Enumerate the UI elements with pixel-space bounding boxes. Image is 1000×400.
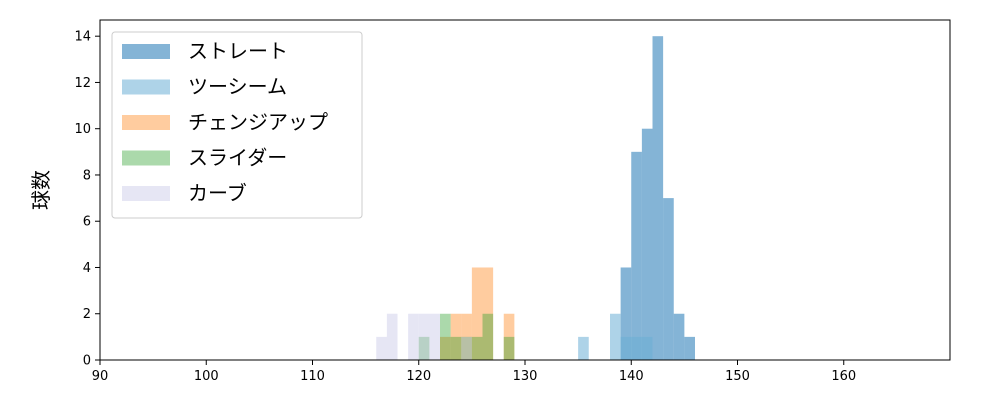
histogram-bar: [386, 313, 398, 360]
histogram-bar: [408, 313, 419, 360]
histogram-bar: [471, 267, 483, 360]
histogram-bar: [482, 313, 494, 360]
legend-label: スライダー: [188, 146, 287, 170]
x-tick-label: 120: [406, 369, 431, 384]
x-tick-label: 90: [92, 369, 109, 384]
y-tick-label: 4: [83, 261, 91, 276]
histogram-bar: [663, 198, 674, 360]
histogram-bar: [641, 336, 653, 360]
legend-label: カーブ: [188, 181, 247, 205]
series-3: [440, 267, 515, 360]
y-tick-label: 10: [74, 122, 91, 137]
histogram-bar: [418, 336, 430, 360]
y-tick-label: 8: [83, 168, 91, 183]
legend-swatch: [122, 150, 170, 166]
y-tick-label: 14: [74, 30, 91, 45]
y-axis: 0 2 4 6 8 10 12 14: [74, 30, 100, 369]
histogram-bar: [503, 336, 515, 360]
histogram-bar: [503, 313, 515, 360]
histogram-bar: [418, 313, 430, 360]
histogram-bar: [450, 336, 462, 360]
x-axis: 90 100 110 120 130 140 150 160: [92, 360, 856, 384]
histogram-bar: [673, 313, 685, 360]
histogram-bar: [610, 313, 621, 360]
histogram-bar: [482, 267, 494, 360]
histogram-bar: [450, 313, 462, 360]
y-tick-label: 12: [74, 76, 91, 91]
legend-box: [111, 31, 363, 219]
histogram-bar: [461, 313, 472, 360]
histogram-bar: [631, 151, 642, 360]
legend-swatch: [122, 186, 170, 201]
x-tick-label: 150: [725, 369, 750, 384]
histogram-bar: [461, 336, 472, 360]
legend-label: チェンジアップ: [188, 110, 328, 134]
legend-label: ツーシーム: [188, 75, 287, 99]
histogram-bar: [440, 336, 451, 360]
histogram-bar: [620, 267, 632, 360]
histogram-bar: [620, 336, 632, 360]
legend-label: ストレート: [188, 39, 288, 63]
y-tick-label: 6: [83, 215, 91, 230]
bars-layer: [376, 36, 695, 360]
y-tick-label: 0: [83, 354, 91, 369]
x-tick-label: 140: [619, 369, 644, 384]
series-4: [418, 313, 515, 360]
legend-swatch: [122, 44, 170, 59]
histogram-bar: [652, 36, 664, 360]
x-tick-label: 130: [513, 369, 538, 384]
histogram-bar: [684, 336, 695, 360]
histogram-bar: [429, 313, 440, 360]
histogram-bar: [578, 336, 589, 360]
x-tick-label: 160: [831, 369, 856, 384]
histogram-bar: [631, 336, 642, 360]
x-tick-label: 100: [194, 369, 219, 384]
histogram-bar: [376, 336, 387, 360]
legend-swatch: [122, 115, 170, 130]
x-tick-label: 110: [300, 369, 325, 384]
series-5: [376, 313, 472, 360]
legend-swatch: [122, 79, 170, 95]
histogram-bar: [471, 336, 483, 360]
y-tick-label: 2: [83, 307, 91, 322]
y-axis-title: 球数: [29, 170, 53, 210]
series-1: [620, 36, 695, 360]
histogram-bar: [440, 313, 451, 360]
histogram-bar: [461, 336, 472, 360]
histogram-bar: [641, 128, 653, 360]
series-2: [578, 313, 653, 360]
